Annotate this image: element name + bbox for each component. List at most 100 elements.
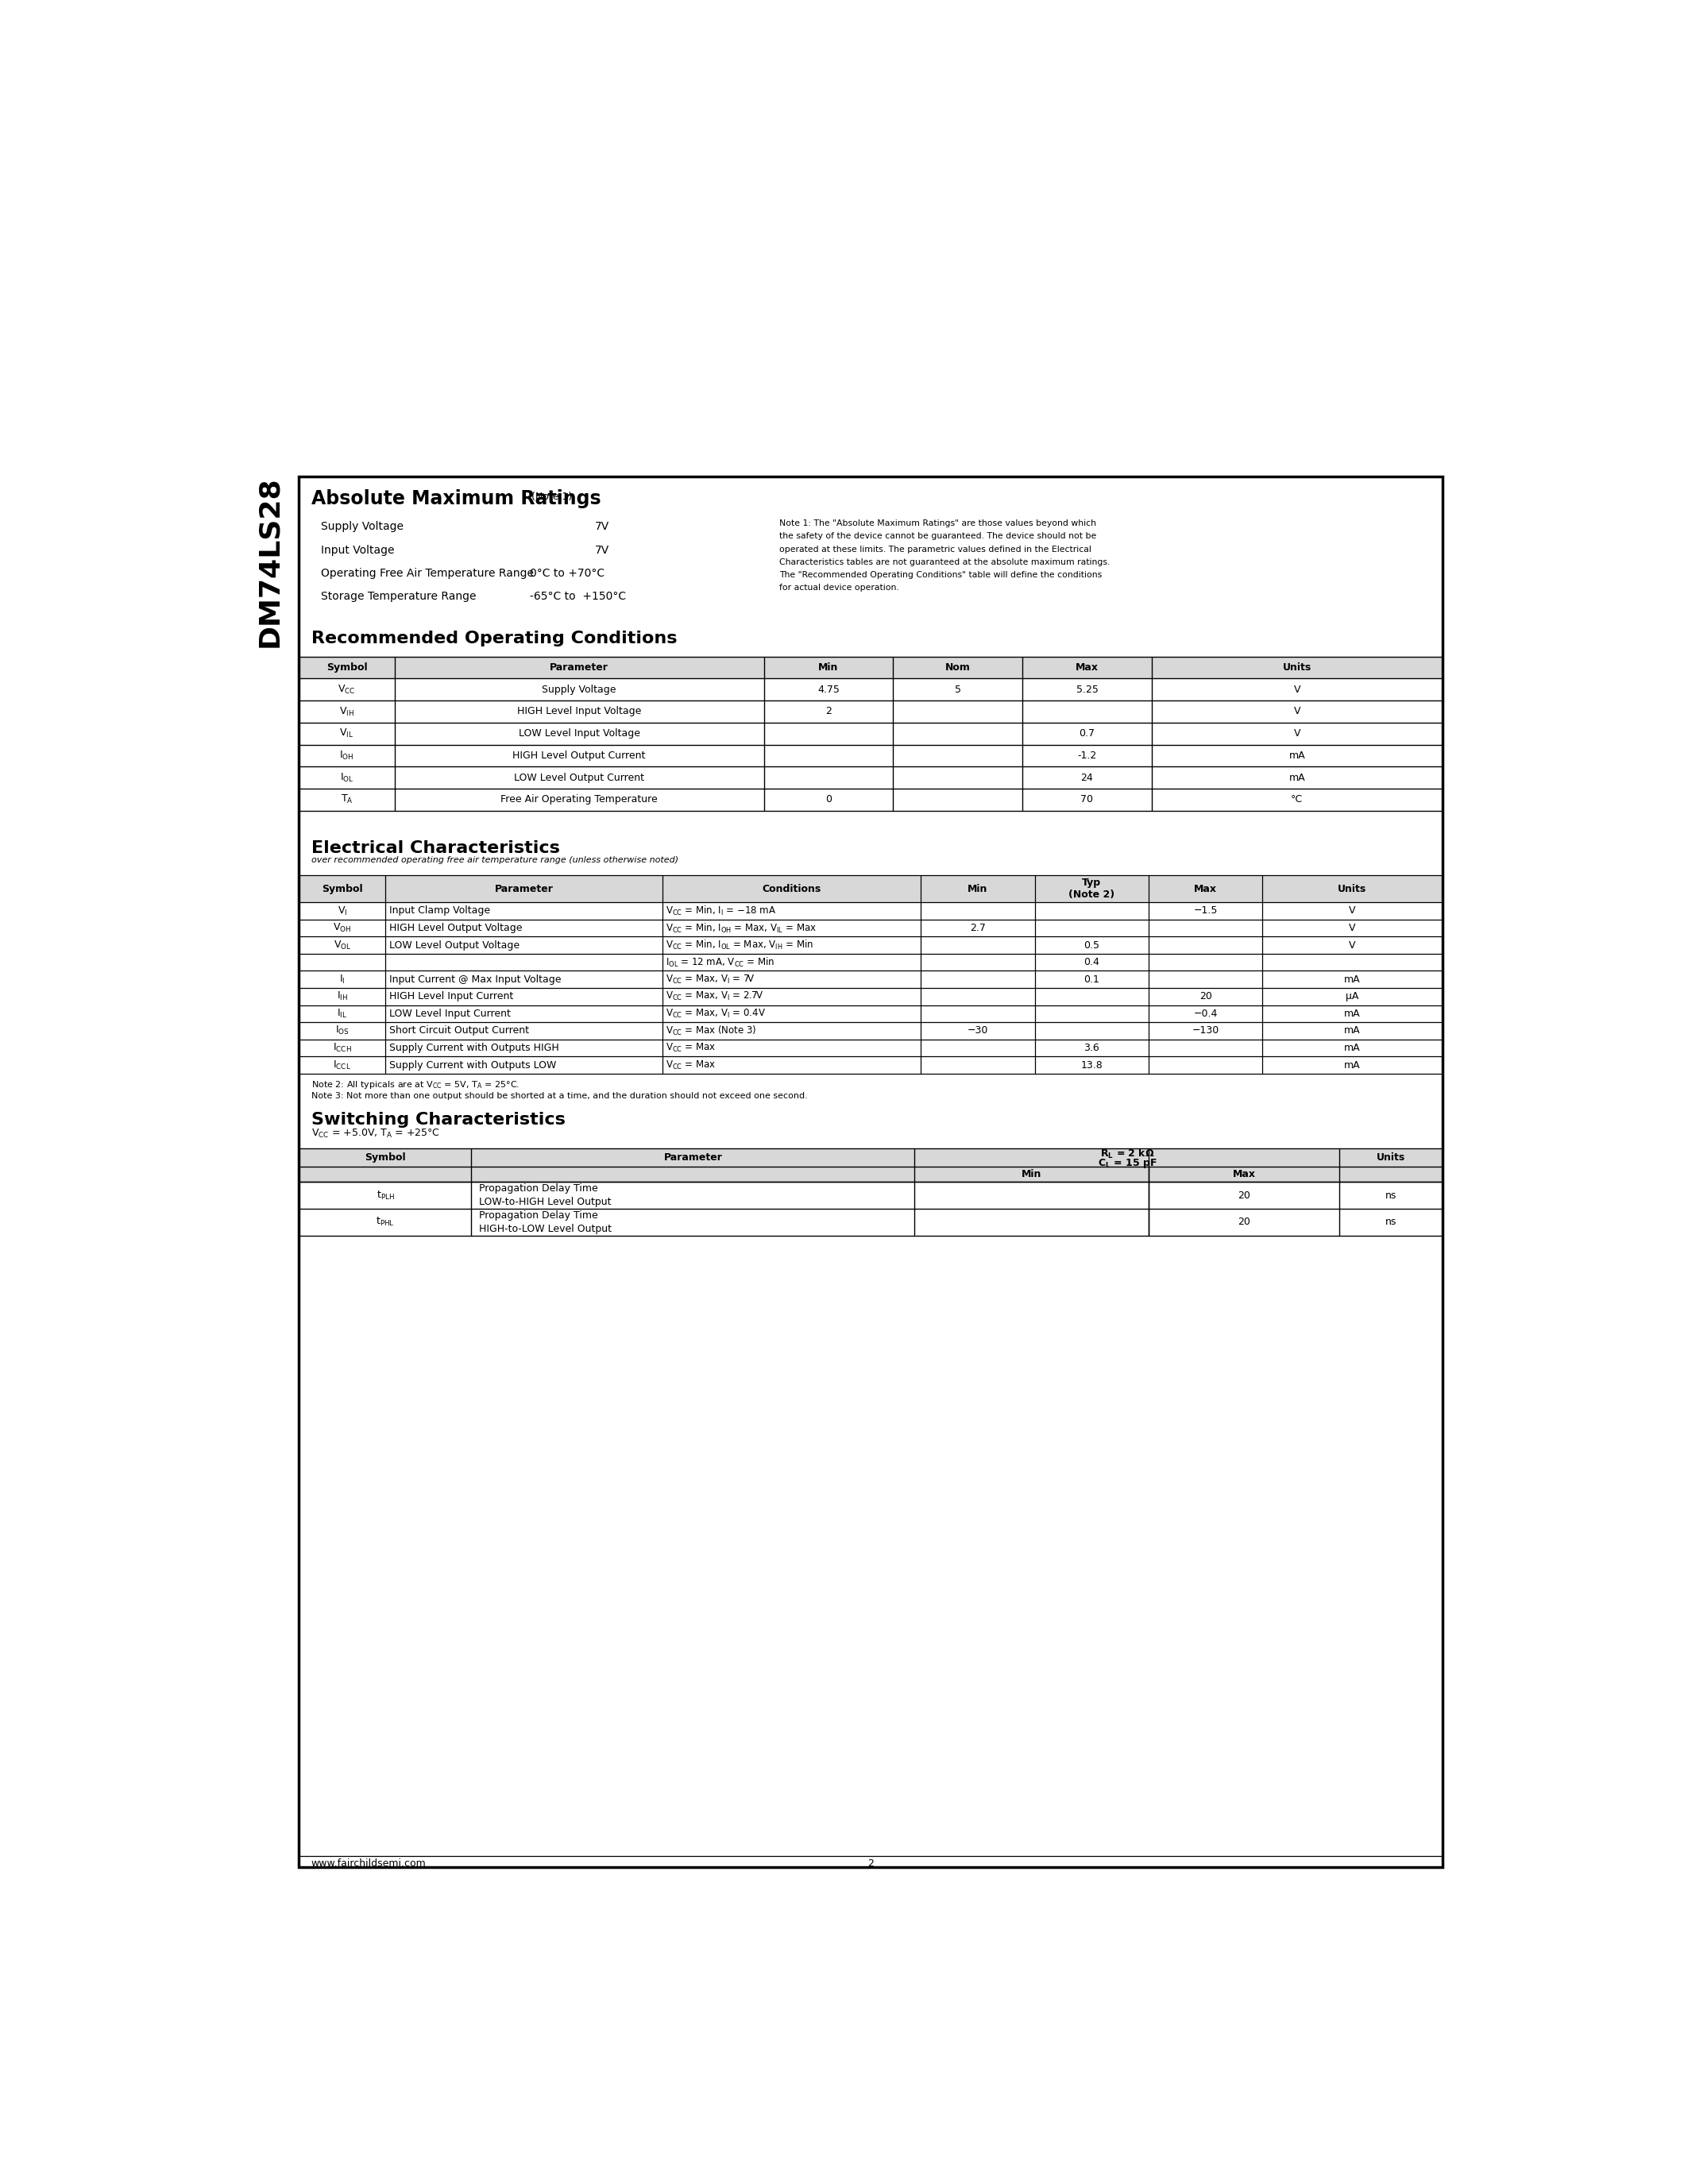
Text: (Note 1): (Note 1) — [532, 491, 572, 502]
Text: mA: mA — [1288, 773, 1305, 782]
Text: $I_{OL}$ = 12 mA, $V_{CC}$ = Min: $I_{OL}$ = 12 mA, $V_{CC}$ = Min — [667, 957, 775, 970]
Text: Units: Units — [1376, 1153, 1404, 1162]
Text: -65°C to  +150°C: -65°C to +150°C — [530, 592, 626, 603]
Bar — [299, 876, 1442, 902]
Text: Parameter: Parameter — [495, 885, 554, 893]
Text: DM74LS28: DM74LS28 — [257, 476, 284, 646]
Text: 0°C to +70°C: 0°C to +70°C — [530, 568, 604, 579]
Text: 0.7: 0.7 — [1079, 729, 1096, 738]
Text: 13.8: 13.8 — [1080, 1059, 1102, 1070]
Text: mA: mA — [1344, 974, 1361, 985]
Text: over recommended operating free air temperature range (unless otherwise noted): over recommended operating free air temp… — [311, 856, 679, 865]
Text: Recommended Operating Conditions: Recommended Operating Conditions — [311, 631, 677, 646]
Text: The "Recommended Operating Conditions" table will define the conditions: The "Recommended Operating Conditions" t… — [780, 570, 1102, 579]
Text: Units: Units — [1339, 885, 1367, 893]
Text: −1.5: −1.5 — [1193, 906, 1217, 915]
Text: 4.75: 4.75 — [817, 684, 839, 695]
Text: LOW Level Output Current: LOW Level Output Current — [515, 773, 645, 782]
Text: Parameter: Parameter — [550, 662, 608, 673]
Text: Supply Current with Outputs HIGH: Supply Current with Outputs HIGH — [388, 1042, 559, 1053]
Text: −130: −130 — [1192, 1026, 1219, 1035]
Text: $V_{CC}$ = +5.0V, $T_A$ = +25°C: $V_{CC}$ = +5.0V, $T_A$ = +25°C — [311, 1127, 441, 1140]
Text: Free Air Operating Temperature: Free Air Operating Temperature — [501, 795, 658, 804]
Text: $V_{CC}$ = Max, $V_I$ = 7V: $V_{CC}$ = Max, $V_I$ = 7V — [667, 974, 756, 985]
Text: $I_{CCH}$: $I_{CCH}$ — [333, 1042, 351, 1055]
Text: V: V — [1293, 705, 1300, 716]
Text: μA: μA — [1345, 992, 1359, 1002]
Text: Propagation Delay Time
LOW-to-HIGH Level Output: Propagation Delay Time LOW-to-HIGH Level… — [479, 1184, 611, 1208]
Text: $V_{OH}$: $V_{OH}$ — [333, 922, 351, 935]
Text: HIGH Level Input Voltage: HIGH Level Input Voltage — [517, 705, 641, 716]
Text: Input Current @ Max Input Voltage: Input Current @ Max Input Voltage — [388, 974, 560, 985]
Text: the safety of the device cannot be guaranteed. The device should not be: the safety of the device cannot be guara… — [780, 533, 1097, 539]
Text: V: V — [1349, 924, 1355, 933]
Text: $V_{IL}$: $V_{IL}$ — [339, 727, 354, 740]
Text: mA: mA — [1344, 1009, 1361, 1018]
Text: $V_{OL}$: $V_{OL}$ — [333, 939, 351, 952]
Text: Symbol: Symbol — [326, 662, 368, 673]
Text: $t_{PHL}$: $t_{PHL}$ — [376, 1216, 395, 1227]
Text: 7V: 7V — [594, 522, 609, 533]
Text: $I_{IH}$: $I_{IH}$ — [336, 992, 348, 1002]
Text: $V_{CC}$: $V_{CC}$ — [338, 684, 356, 695]
Text: V: V — [1293, 729, 1300, 738]
Text: $V_{CC}$ = Max (Note 3): $V_{CC}$ = Max (Note 3) — [667, 1024, 756, 1037]
Text: ns: ns — [1386, 1216, 1396, 1227]
Text: 5: 5 — [955, 684, 960, 695]
Text: $t_{PLH}$: $t_{PLH}$ — [376, 1190, 395, 1201]
Text: 0.1: 0.1 — [1084, 974, 1099, 985]
Text: Note 2: All typicals are at $V_{CC}$ = 5V, $T_A$ = 25°C.: Note 2: All typicals are at $V_{CC}$ = 5… — [311, 1079, 520, 1090]
Text: Operating Free Air Temperature Range: Operating Free Air Temperature Range — [321, 568, 533, 579]
Text: $I_{IL}$: $I_{IL}$ — [338, 1007, 348, 1020]
Text: $I_{OL}$: $I_{OL}$ — [339, 771, 354, 784]
Text: $R_L$ = 2 k$\Omega$: $R_L$ = 2 k$\Omega$ — [1101, 1149, 1155, 1160]
Text: Storage Temperature Range: Storage Temperature Range — [321, 592, 476, 603]
Text: HIGH Level Output Voltage: HIGH Level Output Voltage — [388, 924, 522, 933]
Text: 0.5: 0.5 — [1084, 939, 1099, 950]
Text: $V_{IH}$: $V_{IH}$ — [339, 705, 354, 719]
Text: Parameter: Parameter — [663, 1153, 722, 1162]
Text: Short Circuit Output Current: Short Circuit Output Current — [388, 1026, 528, 1035]
Text: Min: Min — [967, 885, 987, 893]
Text: $I_I$: $I_I$ — [339, 974, 344, 985]
Text: Supply Current with Outputs LOW: Supply Current with Outputs LOW — [388, 1059, 555, 1070]
Bar — [299, 476, 1442, 1867]
Bar — [299, 1149, 1442, 1182]
Text: 24: 24 — [1080, 773, 1094, 782]
Text: $V_{CC}$ = Min, $I_{OL}$ = Max, $V_{IH}$ = Min: $V_{CC}$ = Min, $I_{OL}$ = Max, $V_{IH}$… — [667, 939, 814, 952]
Bar — [299, 657, 1442, 679]
Text: Conditions: Conditions — [761, 885, 820, 893]
Text: Propagation Delay Time
HIGH-to-LOW Level Output: Propagation Delay Time HIGH-to-LOW Level… — [479, 1210, 611, 1234]
Text: Symbol: Symbol — [365, 1153, 405, 1162]
Text: Max: Max — [1232, 1168, 1256, 1179]
Text: −30: −30 — [967, 1026, 987, 1035]
Text: 7V: 7V — [594, 544, 609, 555]
Text: V: V — [1293, 684, 1300, 695]
Text: LOW Level Output Voltage: LOW Level Output Voltage — [388, 939, 520, 950]
Text: Note 1: The "Absolute Maximum Ratings" are those values beyond which: Note 1: The "Absolute Maximum Ratings" a… — [780, 520, 1096, 529]
Text: Nom: Nom — [945, 662, 971, 673]
Text: operated at these limits. The parametric values defined in the Electrical: operated at these limits. The parametric… — [780, 546, 1092, 553]
Text: $I_{OS}$: $I_{OS}$ — [336, 1024, 349, 1037]
Text: 20: 20 — [1237, 1190, 1251, 1201]
Text: $V_{CC}$ = Max: $V_{CC}$ = Max — [667, 1059, 716, 1070]
Text: Min: Min — [819, 662, 839, 673]
Text: $I_{CCL}$: $I_{CCL}$ — [333, 1059, 351, 1070]
Text: HIGH Level Input Current: HIGH Level Input Current — [388, 992, 513, 1002]
Text: LOW Level Input Current: LOW Level Input Current — [388, 1009, 510, 1018]
Text: 0: 0 — [825, 795, 832, 804]
Text: Absolute Maximum Ratings: Absolute Maximum Ratings — [311, 489, 601, 509]
Text: −0.4: −0.4 — [1193, 1009, 1217, 1018]
Text: 2.7: 2.7 — [971, 924, 986, 933]
Text: $V_{CC}$ = Max: $V_{CC}$ = Max — [667, 1042, 716, 1055]
Text: Supply Voltage: Supply Voltage — [542, 684, 616, 695]
Text: $T_A$: $T_A$ — [341, 793, 353, 806]
Text: Input Clamp Voltage: Input Clamp Voltage — [388, 906, 490, 915]
Text: www.fairchildsemi.com: www.fairchildsemi.com — [311, 1859, 427, 1870]
Text: Min: Min — [1021, 1168, 1041, 1179]
Text: Symbol: Symbol — [322, 885, 363, 893]
Text: Max: Max — [1193, 885, 1217, 893]
Text: 20: 20 — [1198, 992, 1212, 1002]
Text: $I_{OH}$: $I_{OH}$ — [339, 749, 354, 762]
Text: V: V — [1349, 939, 1355, 950]
